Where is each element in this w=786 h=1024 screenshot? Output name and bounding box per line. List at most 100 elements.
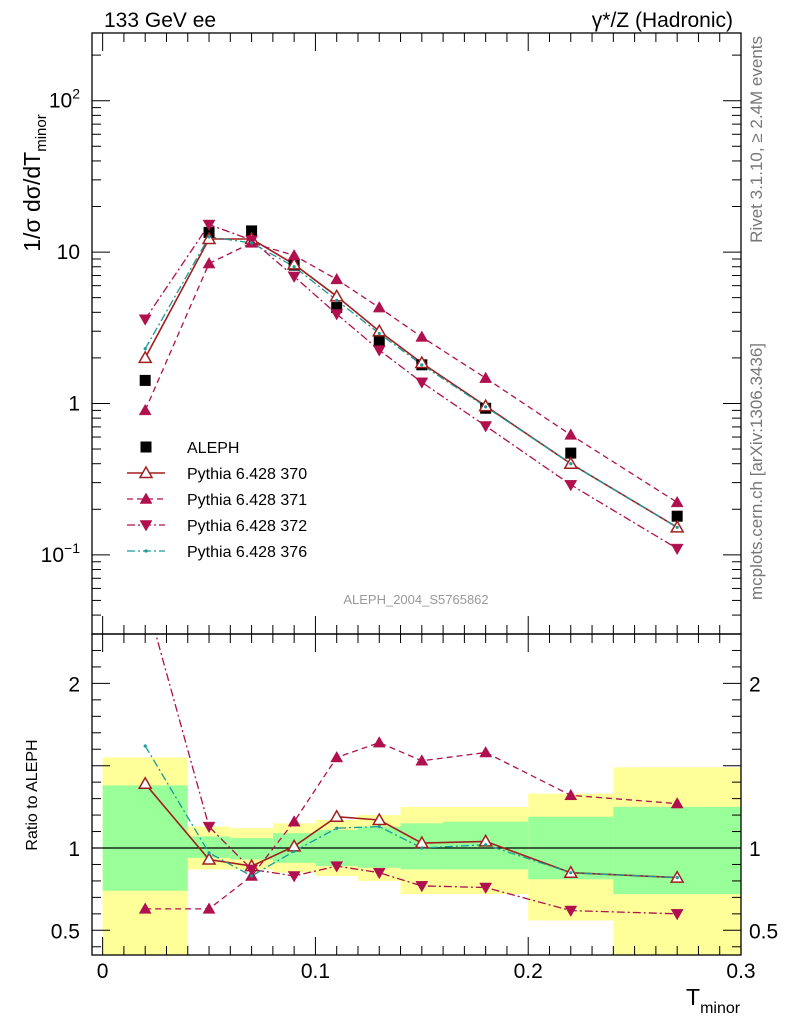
ratio-point-p376-8 <box>569 871 573 875</box>
band-inner-2 <box>230 838 273 860</box>
point-p376-6 <box>420 363 424 367</box>
legend-label-p372: Pythia 6.428 372 <box>187 518 307 535</box>
main-y-tick-label: 102 <box>49 86 80 113</box>
top-y-axis-title: 1/σ dσ/dTminor <box>19 114 50 252</box>
point-p371-0 <box>138 403 152 416</box>
svg-text:1/σ dσ/dTminor: 1/σ dσ/dTminor <box>19 114 50 252</box>
point-p376-2 <box>249 241 254 245</box>
point-p372-1 <box>202 219 216 232</box>
ratio-line-p376 <box>144 745 678 879</box>
main-y-tick-label: 1 <box>68 392 80 415</box>
ratio-point-p371-5 <box>372 736 386 748</box>
ratio-point-p376-2 <box>249 874 254 878</box>
ratio-y-tick-label: 2 <box>68 673 80 696</box>
point-p376-8 <box>569 462 573 466</box>
point-p371-5 <box>372 301 386 313</box>
x-axis-title-sub: minor <box>700 1000 741 1017</box>
ratio-point-p372-7 <box>479 882 493 895</box>
point-data-2 <box>246 225 258 237</box>
point-p371-3 <box>287 248 301 261</box>
point-p372-7 <box>479 421 493 433</box>
point-p372-8 <box>564 480 578 492</box>
point-p371-9 <box>670 495 684 508</box>
point-p370-6 <box>414 355 430 369</box>
rivet-version-label: Rivet 3.1.10, ≥ 2.4M events <box>747 36 766 243</box>
point-data-5 <box>373 335 385 347</box>
band-inner-5 <box>357 826 401 868</box>
ratio-line-p371 <box>145 741 678 910</box>
ratio-point-p372-9 <box>670 909 684 921</box>
legend-marker-p372 <box>139 520 153 532</box>
series-line-p371 <box>144 242 678 503</box>
band-inner-0 <box>102 785 188 891</box>
top-y-axis-title-sub: minor <box>33 114 50 152</box>
ratio-y-tick-label: 1 <box>68 838 80 861</box>
x-tick-label: 0.2 <box>514 960 543 983</box>
main-y-tick-label-base: 1 <box>68 392 80 415</box>
main-series <box>137 219 685 556</box>
ratio-point-p371-9 <box>670 797 684 809</box>
ratio-point-p371-3 <box>287 815 301 827</box>
point-data-0 <box>139 374 151 386</box>
legend-entry-p372: Pythia 6.428 372 <box>127 518 307 535</box>
x-tick-label: 0 <box>97 960 109 983</box>
point-data-8 <box>565 447 577 459</box>
x-ticks: 0 0.1 0.2 0.3 <box>97 33 756 983</box>
point-p370-0 <box>137 350 153 364</box>
point-p371-4 <box>330 272 344 285</box>
ratio-series <box>137 592 685 921</box>
legend-marker-p370 <box>138 465 154 479</box>
ratio-point-p376-7 <box>484 843 488 847</box>
ratio-point-p370-4 <box>329 809 344 822</box>
ratio-y-tick-label: 0.5 <box>51 920 80 943</box>
header-right-label: γ*/Z (Hadronic) <box>592 9 733 32</box>
x-tick-label: 0.1 <box>301 960 330 983</box>
point-p376-1 <box>207 235 211 239</box>
point-p372-3 <box>287 271 301 283</box>
ratio-panel: 0.5 0.5 1 1 2 2 0 0.1 0.2 0.3 <box>51 33 778 983</box>
legend-marker-p371 <box>139 492 153 504</box>
main-y-tick-label-sup: −1 <box>64 540 80 556</box>
ratio-point-p372-0 <box>139 592 151 603</box>
analysis-id-label: ALEPH_2004_S5765862 <box>343 592 488 607</box>
ratio-point-p371-7 <box>479 746 493 758</box>
point-p376-3 <box>292 265 296 269</box>
legend-label-p370: Pythia 6.428 370 <box>187 466 307 483</box>
ratio-point-p376-0 <box>143 744 147 748</box>
ratio-point-p376-9 <box>675 876 679 880</box>
point-p371-6 <box>415 330 429 342</box>
ratio-y-tick-label-right: 1 <box>749 838 761 861</box>
point-p376-4 <box>335 298 339 302</box>
point-p370-5 <box>371 323 387 337</box>
legend-entry-p376: Pythia 6.428 376 <box>127 544 307 561</box>
point-p371-8 <box>564 428 578 440</box>
ratio-y-tick-label-right: 0.5 <box>749 920 778 943</box>
ratio-y-ticks: 0.5 0.5 1 1 2 2 <box>51 649 778 948</box>
ratio-point-p376-5 <box>377 825 381 829</box>
point-p370-3 <box>286 256 302 270</box>
ratio-point-p376-3 <box>292 849 296 853</box>
ratio-y-tick-label-right: 2 <box>749 673 761 696</box>
ratio-point-p371-8 <box>564 788 578 801</box>
x-axis-title-main: T <box>686 984 700 1010</box>
ratio-point-p376-1 <box>207 851 211 855</box>
x-axis-title: Tminor <box>686 984 741 1017</box>
mcplots-label: mcplots.cern.ch [arXiv:1306.3436] <box>747 343 766 600</box>
header-left-label: 133 GeV ee <box>104 9 216 32</box>
legend-entry-p371: Pythia 6.428 371 <box>127 492 307 509</box>
point-p376-0 <box>143 347 147 351</box>
point-p372-6 <box>415 377 429 389</box>
ratio-point-p372-1 <box>202 821 216 834</box>
ratio-point-p371-6 <box>415 754 429 766</box>
main-y-tick-label: 10 <box>57 241 80 264</box>
x-tick-label: 0.3 <box>726 960 755 983</box>
ratio-point-p372-4 <box>330 861 344 873</box>
point-p376-5 <box>377 331 381 336</box>
series-line-p370 <box>144 238 678 528</box>
ratio-point-p370-1 <box>201 852 217 865</box>
legend-label-p371: Pythia 6.428 371 <box>187 492 307 509</box>
ratio-line-p370 <box>144 783 678 879</box>
ratio-point-p371-0 <box>138 902 152 914</box>
ratio-line-p372 <box>155 634 678 915</box>
point-p371-7 <box>479 371 493 383</box>
